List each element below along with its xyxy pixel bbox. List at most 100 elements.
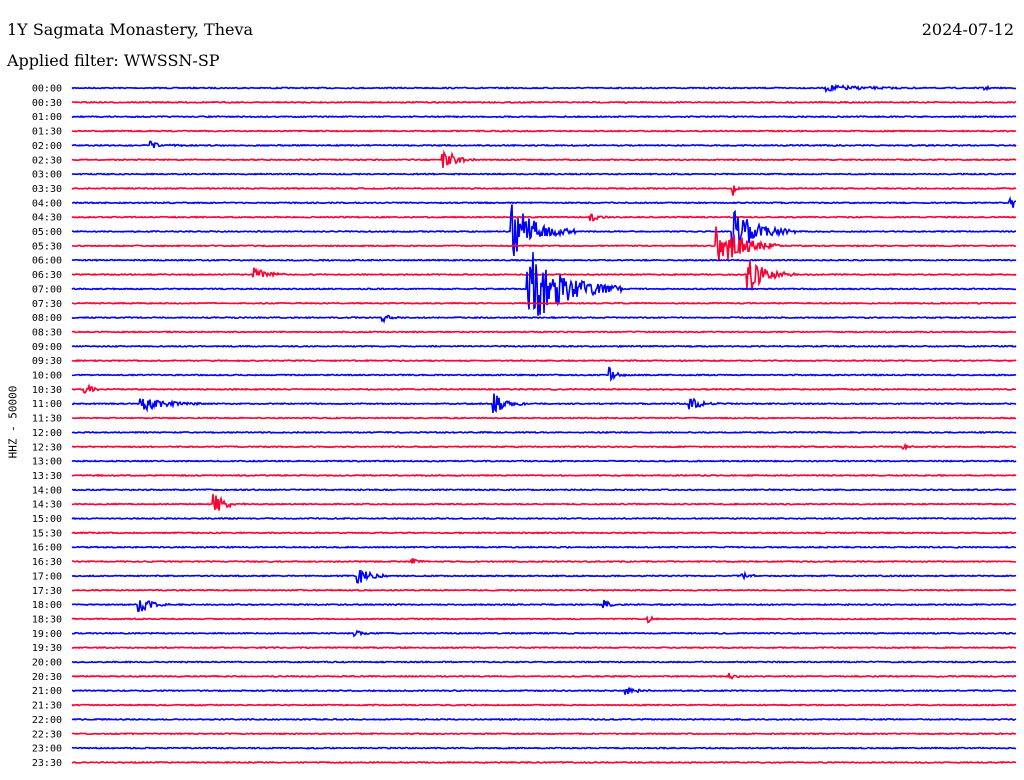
trace-line (71, 393, 1017, 414)
row-tick-label: 05:00 (32, 227, 62, 238)
row-tick-label: 06:30 (32, 270, 62, 281)
trace-line (71, 83, 1017, 94)
trace-line (71, 516, 1017, 521)
trace-line (71, 746, 1017, 750)
row-tick-label: 03:30 (32, 184, 62, 195)
row-tick-label: 00:00 (32, 84, 62, 95)
row-tick-label: 08:00 (32, 313, 62, 324)
trace-line (71, 732, 1017, 736)
trace-line (71, 358, 1017, 363)
trace-line (71, 366, 1017, 383)
trace-line (71, 382, 1017, 394)
trace-line (71, 614, 1017, 624)
trace-line (71, 140, 1017, 149)
row-tick-label: 12:00 (32, 428, 62, 439)
trace-line (71, 442, 1017, 452)
trace-line (71, 260, 1017, 290)
trace-line (71, 226, 1017, 261)
trace-line (71, 488, 1017, 492)
row-tick-label: 16:00 (32, 543, 62, 554)
trace-line (71, 301, 1017, 305)
row-tick-label: 19:00 (32, 629, 62, 640)
trace-line (71, 760, 1017, 765)
trace-line (71, 314, 1017, 324)
trace-line (71, 687, 1017, 695)
row-tick-label: 21:00 (32, 686, 62, 697)
row-tick-label: 15:00 (32, 514, 62, 525)
row-tick-label: 20:30 (32, 672, 62, 683)
trace-line (71, 645, 1017, 650)
trace-line (71, 569, 1017, 584)
row-tick-label: 18:30 (32, 614, 62, 625)
trace-line (71, 100, 1017, 104)
row-tick-label: 01:30 (32, 127, 62, 138)
trace-line (71, 717, 1017, 722)
row-tick-label: 00:30 (32, 98, 62, 109)
row-tick-label: 17:30 (32, 586, 62, 597)
row-tick-label: 23:00 (32, 744, 62, 755)
trace-line (71, 344, 1017, 348)
row-tick-label: 18:00 (32, 600, 62, 611)
trace-line (71, 330, 1017, 334)
trace-line (71, 473, 1017, 478)
row-tick-label: 22:00 (32, 715, 62, 726)
trace-line (71, 172, 1017, 176)
row-tick-label: 13:00 (32, 457, 62, 468)
row-tick-label: 20:00 (32, 658, 62, 669)
row-tick-label: 10:00 (32, 371, 62, 382)
row-tick-label: 06:00 (32, 256, 62, 267)
row-tick-label: 04:30 (32, 213, 62, 224)
date-label: 2024-07-12 (921, 20, 1014, 39)
trace-line (71, 114, 1017, 119)
row-tick-label: 14:00 (32, 485, 62, 496)
row-tick-label: 02:00 (32, 141, 62, 152)
trace-line (71, 672, 1017, 680)
row-tick-label: 12:30 (32, 442, 62, 453)
trace-line (71, 195, 1017, 208)
trace-line (71, 459, 1017, 463)
trace-line (71, 185, 1017, 196)
row-tick-label: 23:30 (32, 758, 62, 769)
row-tick-label: 09:30 (32, 356, 62, 367)
row-tick-label: 11:00 (32, 399, 62, 410)
trace-line (71, 531, 1017, 535)
trace-line (71, 430, 1017, 435)
row-tick-label: 15:30 (32, 528, 62, 539)
row-tick-label: 13:30 (32, 471, 62, 482)
row-tick-label: 08:30 (32, 327, 62, 338)
row-tick-label: 19:30 (32, 643, 62, 654)
row-tick-label: 21:30 (32, 701, 62, 712)
trace-line (71, 545, 1017, 549)
trace-line (71, 557, 1017, 564)
station-title: 1Y Sagmata Monastery, Theva (7, 20, 254, 39)
row-tick-label: 02:30 (32, 155, 62, 166)
trace-line (71, 252, 1017, 316)
trace-line (71, 588, 1017, 592)
trace-line (71, 416, 1017, 420)
filter-label: Applied filter: WWSSN-SP (7, 51, 220, 70)
row-tick-label: 14:30 (32, 500, 62, 511)
row-tick-label: 07:30 (32, 299, 62, 310)
row-tick-label: 09:00 (32, 342, 62, 353)
trace-line (71, 703, 1017, 707)
row-tick-label: 05:30 (32, 241, 62, 252)
trace-line (71, 129, 1017, 133)
row-tick-label: 11:30 (32, 414, 62, 425)
row-tick-label: 03:00 (32, 170, 62, 181)
trace-line (71, 258, 1017, 262)
row-tick-label: 22:30 (32, 729, 62, 740)
trace-line (71, 213, 1017, 222)
trace-line (71, 149, 1017, 168)
row-tick-label: 01:00 (32, 112, 62, 123)
row-tick-label: 16:30 (32, 557, 62, 568)
trace-line (71, 629, 1017, 638)
row-tick-label: 07:00 (32, 284, 62, 295)
row-tick-label: 10:30 (32, 385, 62, 396)
trace-line (71, 204, 1016, 257)
trace-line (71, 660, 1017, 664)
row-tick-label: 17:00 (32, 571, 62, 582)
trace-line (71, 494, 1017, 511)
row-tick-label: 04:00 (32, 198, 62, 209)
trace-line (71, 599, 1017, 613)
